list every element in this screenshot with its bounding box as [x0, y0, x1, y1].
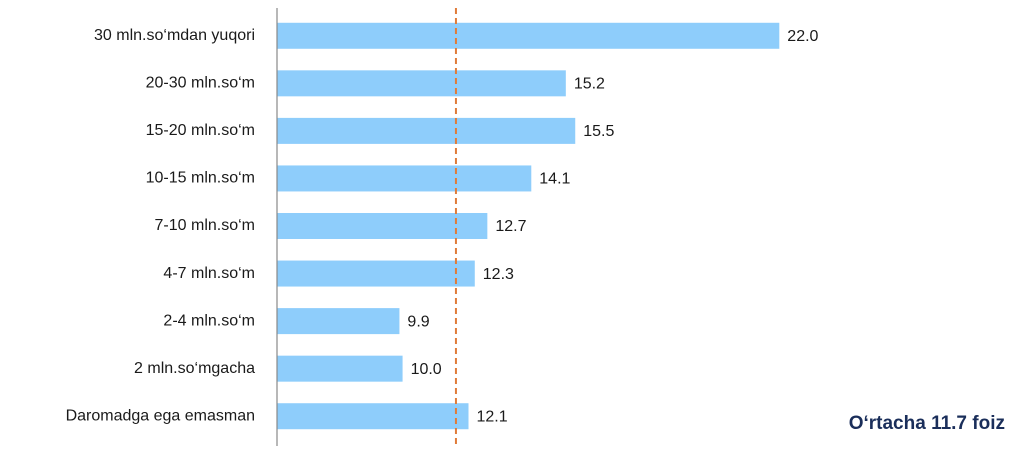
value-label: 10.0 [411, 361, 442, 378]
y-tick-label: 2-4 mln.so‘m [163, 312, 255, 329]
value-label: 14.1 [539, 171, 570, 188]
y-tick-label: Daromadga ega emasman [66, 407, 255, 424]
bar [277, 117, 576, 144]
value-label: 15.2 [574, 76, 605, 93]
bar [277, 308, 400, 335]
bar [277, 403, 469, 430]
value-label: 12.7 [495, 218, 526, 235]
y-tick-label: 2 mln.so‘mgacha [134, 360, 255, 377]
bar [277, 260, 475, 287]
value-label: 12.3 [483, 266, 514, 283]
y-tick-label: 30 mln.so‘mdan yuqori [94, 27, 255, 44]
bar [277, 70, 566, 97]
value-label: 22.0 [787, 28, 818, 45]
y-tick-label: 10-15 mln.so‘m [146, 170, 255, 187]
y-tick-label: 20-30 mln.so‘m [146, 75, 255, 92]
value-label: 15.5 [583, 123, 614, 140]
bar [277, 22, 780, 49]
bar [277, 355, 403, 382]
y-tick-label: 7-10 mln.so‘m [155, 217, 255, 234]
bar [277, 213, 488, 239]
average-annotation: O‘rtacha 11.7 foiz [849, 413, 1005, 434]
y-tick-label: 4-7 mln.so‘m [163, 265, 255, 282]
bar [277, 165, 532, 192]
value-label: 12.1 [477, 408, 508, 425]
y-tick-label: 15-20 mln.so‘m [146, 122, 255, 139]
value-label: 9.9 [407, 313, 429, 330]
